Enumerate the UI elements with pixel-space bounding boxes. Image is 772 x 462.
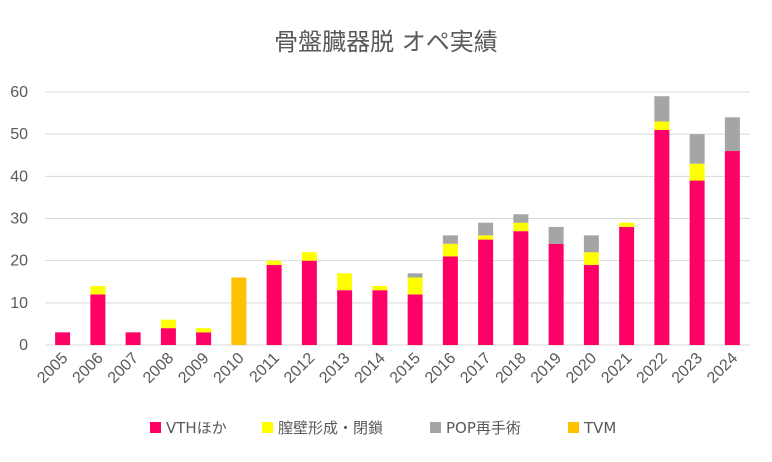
bar-segment bbox=[478, 239, 494, 345]
x-tick-label: 2018 bbox=[493, 350, 530, 387]
legend-item: POP再手術 bbox=[430, 419, 521, 437]
y-tick-label: 20 bbox=[10, 253, 28, 270]
bar-segment bbox=[724, 117, 740, 152]
bar-segment bbox=[301, 260, 317, 345]
bar-segment bbox=[583, 235, 599, 253]
bar-segment bbox=[654, 129, 670, 345]
bar-segment bbox=[196, 332, 212, 345]
x-tick-label: 2014 bbox=[352, 350, 389, 387]
bar-segment bbox=[689, 163, 705, 181]
bar-segment bbox=[90, 285, 106, 295]
x-tick-label: 2019 bbox=[528, 350, 565, 387]
y-axis: 0 10 20 30 40 50 60 bbox=[10, 84, 28, 354]
x-tick-label: 2008 bbox=[140, 350, 177, 387]
bar-segment bbox=[478, 222, 494, 236]
x-tick-label: 2016 bbox=[422, 350, 459, 387]
bar-segment bbox=[689, 180, 705, 345]
x-tick-label: 2017 bbox=[457, 350, 494, 387]
bar-segment bbox=[231, 277, 247, 345]
bar-segment bbox=[372, 290, 388, 345]
legend-label: 膣壁形成・閉鎖 bbox=[278, 419, 383, 437]
bar-segment bbox=[372, 285, 388, 291]
legend-item: VTHほか bbox=[150, 419, 227, 437]
bar-segment bbox=[160, 319, 176, 329]
bar-segment bbox=[301, 252, 317, 261]
x-tick-label: 2023 bbox=[669, 350, 706, 387]
bar-segment bbox=[724, 151, 740, 345]
x-tick-label: 2005 bbox=[34, 350, 71, 387]
legend-label: POP再手術 bbox=[446, 419, 521, 437]
y-tick-label: 40 bbox=[10, 168, 28, 185]
x-tick-label: 2022 bbox=[634, 350, 671, 387]
y-tick-label: 0 bbox=[19, 337, 28, 354]
bar-segment bbox=[442, 256, 458, 345]
x-tick-label: 2013 bbox=[316, 350, 353, 387]
bar-segment bbox=[583, 264, 599, 345]
x-tick-label: 2015 bbox=[387, 350, 424, 387]
bar-segment bbox=[548, 243, 564, 345]
legend: VTHほか 膣壁形成・閉鎖 POP再手術 TVM bbox=[150, 419, 616, 437]
legend-item: 膣壁形成・閉鎖 bbox=[262, 419, 383, 437]
x-tick-label: 2006 bbox=[70, 350, 107, 387]
bar-segment bbox=[654, 96, 670, 122]
bar-segment bbox=[442, 243, 458, 257]
bar-segment bbox=[513, 231, 529, 345]
x-tick-label: 2012 bbox=[281, 350, 318, 387]
bar-segment bbox=[337, 290, 353, 345]
bar-segment bbox=[337, 273, 353, 291]
bar-segment bbox=[407, 277, 423, 295]
bar-segment bbox=[90, 294, 106, 345]
x-tick-label: 2007 bbox=[105, 350, 142, 387]
bar-segment bbox=[407, 294, 423, 345]
x-tick-label: 2021 bbox=[598, 350, 635, 387]
legend-swatch bbox=[568, 422, 579, 433]
bar-segment bbox=[583, 252, 599, 265]
legend-label: VTHほか bbox=[166, 419, 227, 437]
bar-segment bbox=[196, 328, 212, 333]
bar-segment bbox=[619, 226, 635, 345]
bar-segment bbox=[125, 332, 141, 345]
legend-swatch bbox=[262, 422, 273, 433]
bar-segment bbox=[548, 226, 564, 244]
y-tick-label: 60 bbox=[10, 84, 28, 101]
gridlines bbox=[45, 91, 750, 346]
legend-swatch bbox=[150, 422, 161, 433]
legend-swatch bbox=[430, 422, 441, 433]
bar-segment bbox=[513, 222, 529, 232]
x-tick-label: 2024 bbox=[704, 350, 741, 387]
x-tick-label: 2011 bbox=[247, 350, 283, 386]
bar-segment bbox=[513, 214, 529, 223]
x-tick-label: 2009 bbox=[175, 350, 212, 387]
legend-item: TVM bbox=[568, 419, 616, 437]
bar-segment bbox=[55, 332, 71, 345]
bar-segment bbox=[478, 235, 494, 240]
bars bbox=[55, 96, 740, 345]
chart-title: 骨盤臓器脱 オペ実績 bbox=[274, 28, 498, 56]
bar-segment bbox=[619, 222, 635, 227]
legend-label: TVM bbox=[583, 419, 616, 437]
bar-segment bbox=[442, 235, 458, 244]
x-tick-label: 2020 bbox=[563, 350, 600, 387]
bar-segment bbox=[407, 273, 423, 278]
bar-segment bbox=[654, 121, 670, 130]
y-tick-label: 10 bbox=[10, 295, 28, 312]
bar-segment bbox=[160, 328, 176, 345]
x-axis: 2005200620072008200920102011201220132014… bbox=[34, 350, 741, 387]
y-tick-label: 50 bbox=[10, 126, 28, 143]
y-tick-label: 30 bbox=[10, 211, 28, 228]
bar-segment bbox=[689, 134, 705, 164]
bar-segment bbox=[266, 264, 282, 345]
x-tick-label: 2010 bbox=[211, 350, 248, 387]
bar-segment bbox=[266, 260, 282, 265]
